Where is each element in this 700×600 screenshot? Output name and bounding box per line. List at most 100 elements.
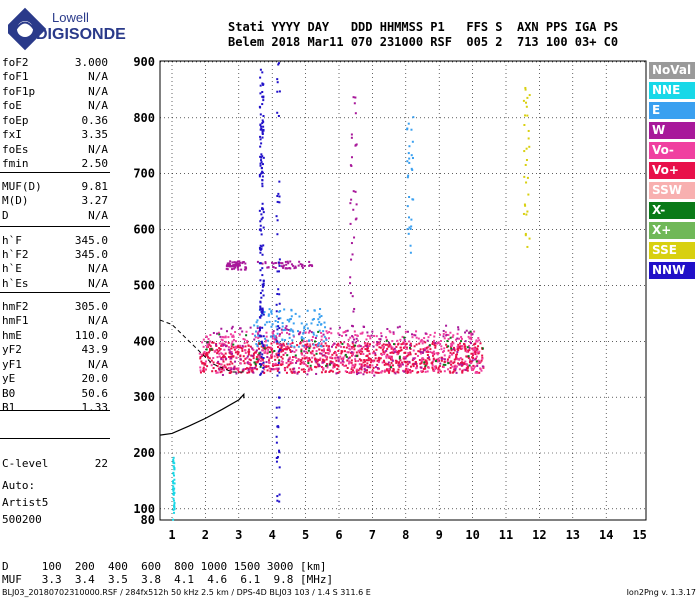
data-point-vo- (468, 361, 471, 364)
data-point-e (297, 330, 300, 333)
data-point-x- (258, 342, 261, 345)
data-point-vo- (371, 352, 374, 355)
data-point-nnw (260, 310, 263, 313)
data-point-sse (524, 204, 527, 207)
data-point-vo- (227, 341, 230, 344)
data-point-vo- (383, 361, 386, 364)
data-point-vo- (419, 362, 422, 365)
data-point-vo- (472, 367, 475, 370)
data-point-vo- (467, 349, 470, 352)
data-point-x- (428, 344, 431, 347)
data-point-vo- (353, 364, 356, 367)
data-point-e (406, 228, 409, 231)
data-point-vo- (222, 358, 225, 361)
data-point-vo- (350, 371, 353, 374)
data-point-vo- (268, 346, 271, 349)
data-point-x- (294, 354, 297, 357)
data-point-vo- (414, 357, 417, 360)
data-point-nnw (259, 76, 262, 79)
data-point-vo- (238, 333, 241, 336)
data-point-e (325, 338, 328, 341)
data-point-vo- (470, 338, 473, 341)
data-point-nnw (275, 303, 278, 306)
data-point-x- (398, 357, 401, 360)
x-tick-label: 7 (369, 528, 376, 542)
data-point-vo- (270, 342, 273, 345)
data-point-vo- (315, 358, 318, 361)
data-point-vo- (304, 357, 307, 360)
data-point-vo- (385, 356, 388, 359)
data-point-vo- (274, 358, 277, 361)
data-point-w (474, 358, 477, 361)
data-point-vo- (421, 370, 424, 373)
data-point-vo- (377, 357, 380, 360)
data-point-vo- (399, 365, 402, 368)
data-point-vo- (405, 365, 408, 368)
data-point-vo- (314, 343, 317, 346)
data-point-vo- (278, 352, 281, 355)
param-row-h-e: h`E N/A (2, 262, 108, 276)
data-point-vo- (347, 362, 350, 365)
data-point-vo- (307, 370, 310, 373)
param-value: N/A (88, 70, 108, 83)
data-point-nnw (260, 314, 263, 317)
data-point-sse (524, 114, 527, 117)
y-tick-label: 80 (141, 513, 155, 527)
data-point-vo- (280, 345, 283, 348)
param-row-muf-d-: MUF(D) 9.81 (2, 180, 108, 194)
data-point-vo- (212, 367, 215, 370)
data-point-nnw (275, 435, 278, 438)
data-point-vo- (397, 361, 400, 364)
data-point-w (351, 253, 354, 256)
param-value: 0.36 (81, 114, 109, 127)
data-point-vo- (231, 335, 234, 338)
data-point-vo- (352, 351, 355, 354)
data-point-nnw (276, 293, 279, 296)
data-point-e (312, 343, 315, 346)
data-point-vo- (304, 331, 307, 334)
data-point-nnw (260, 247, 263, 250)
data-point-vo- (393, 371, 396, 374)
data-point-vo- (364, 344, 367, 347)
data-point-vo- (236, 345, 239, 348)
data-point-w (266, 356, 269, 359)
data-point-vo- (424, 359, 427, 362)
data-point-nne (172, 489, 175, 492)
data-point-w (350, 164, 353, 167)
data-point-vo- (302, 340, 305, 343)
data-point-vo- (477, 352, 480, 355)
data-point-vo- (378, 338, 381, 341)
data-point-x- (258, 352, 261, 355)
data-point-vo- (465, 355, 468, 358)
data-point-vo- (381, 370, 384, 373)
data-point-e (316, 323, 319, 326)
data-point-w (241, 344, 244, 347)
data-point-vo- (312, 347, 315, 350)
data-point-w (393, 351, 396, 354)
data-point-vo- (388, 330, 391, 333)
data-point-vo- (376, 342, 379, 345)
data-point-vo- (332, 366, 335, 369)
param-value: N/A (88, 314, 108, 327)
data-point-vo- (473, 365, 476, 368)
data-point-vo- (366, 344, 369, 347)
data-point-e (264, 337, 267, 340)
data-point-e (408, 145, 411, 148)
data-point-w (296, 372, 299, 375)
data-point-vo- (295, 356, 298, 359)
data-point-vo- (472, 347, 475, 350)
data-point-vo- (455, 353, 458, 356)
data-point-nnw (260, 161, 263, 164)
data-point-vo- (310, 339, 313, 342)
data-point-w (287, 262, 290, 265)
data-point-nnw (259, 113, 262, 116)
data-point-w (251, 366, 254, 369)
data-point-vo- (409, 353, 412, 356)
data-point-nnw (261, 326, 264, 329)
data-point-vo- (366, 354, 369, 357)
data-point-nnw (259, 305, 262, 308)
data-point-vo- (203, 368, 206, 371)
data-point-w (401, 363, 404, 366)
data-point-e (255, 343, 258, 346)
data-point-vo- (396, 353, 399, 356)
